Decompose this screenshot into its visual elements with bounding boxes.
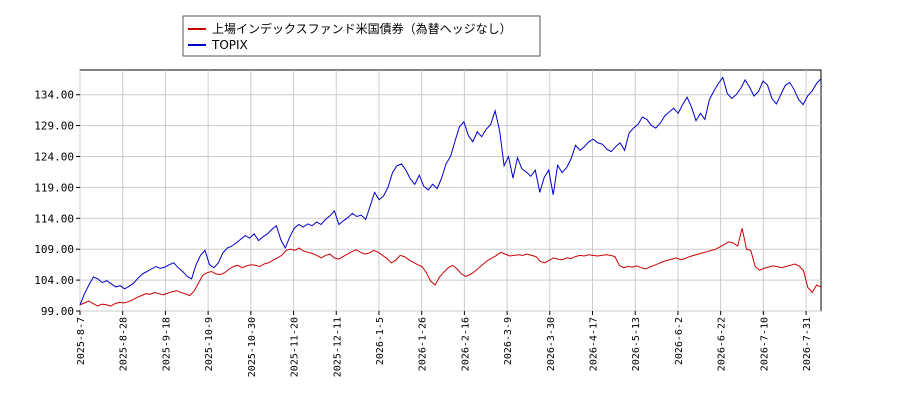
x-tick-label: 2026-1-5 (375, 317, 386, 365)
x-tick-label: 2026-3-9 (503, 317, 514, 365)
series-lines (79, 76, 822, 307)
x-tick-label: 2025-9-18 (161, 317, 172, 371)
x-tick-label: 2025-8-28 (119, 317, 130, 371)
y-tick-label: 109.00 (34, 243, 74, 256)
y-tick-label: 129.00 (34, 120, 74, 133)
x-axis-ticks: 2025-8-7 2025-8-28 2025-9-18 2025-10-9 2025-… (76, 311, 813, 377)
legend-box (182, 15, 541, 57)
x-tick-label: 2026-6-2 (674, 317, 685, 365)
x-tick-label: 2026-7-10 (759, 317, 770, 371)
x-tick-label: 2026-3-30 (546, 317, 557, 371)
x-tick-label: 2025-8-7 (76, 317, 87, 365)
legend-label-series-0: 上場インデックスファンド米国債券（為替ヘッジなし） (212, 21, 512, 36)
legend-label-series-1: TOPIX (211, 38, 248, 52)
y-tick-label: 99.00 (41, 305, 74, 318)
plot-area (79, 69, 822, 312)
x-tick-label: 2026-2-16 (460, 317, 471, 371)
x-tick-label: 2026-5-13 (631, 317, 642, 371)
series-line-1 (79, 76, 822, 305)
legend: 上場インデックスファンド米国債券（為替ヘッジなし） TOPIX (182, 15, 541, 57)
y-tick-label: 104.00 (34, 274, 74, 287)
x-tick-label: 2025-10-9 (204, 317, 215, 371)
x-tick-label: 2026-7-31 (802, 317, 813, 371)
series-line-0 (79, 228, 822, 307)
y-axis-ticks: 99.00 104.00 109.00 114.00 119.00 124.00 129.0… (34, 89, 80, 318)
x-tick-label: 2026-6-22 (717, 317, 728, 371)
x-tick-label: 2025-11-20 (290, 317, 301, 377)
x-tick-label: 2025-10-30 (247, 317, 258, 377)
y-tick-label: 134.00 (34, 89, 74, 102)
y-tick-label: 114.00 (34, 212, 74, 225)
x-tick-label: 2026-1-26 (418, 317, 429, 371)
x-tick-label: 2026-4-17 (589, 317, 600, 371)
y-tick-label: 124.00 (34, 151, 74, 164)
x-tick-label: 2025-12-11 (332, 317, 343, 377)
y-tick-label: 119.00 (34, 181, 74, 194)
